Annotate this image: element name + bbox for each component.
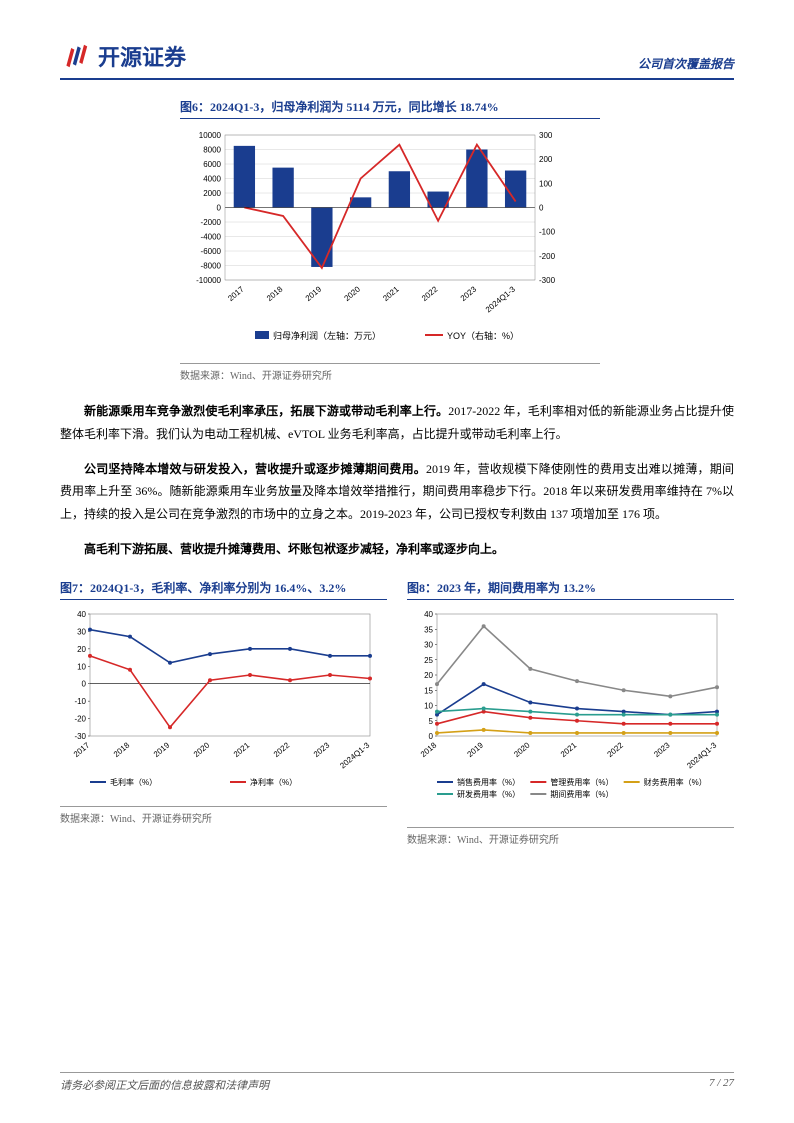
svg-text:4000: 4000 <box>203 175 221 184</box>
p1-bold: 新能源乘用车竞争激烈使毛利率承压，拓展下游或带动毛利率上行。 <box>84 404 448 418</box>
svg-text:YOY（右轴：%）: YOY（右轴：%） <box>447 330 519 341</box>
svg-text:8000: 8000 <box>203 146 221 155</box>
body-text: 新能源乘用车竞争激烈使毛利率承压，拓展下游或带动毛利率上行。2017-2022 … <box>60 400 734 561</box>
p3-bold: 高毛利下游拓展、营收提升摊薄费用、坏账包袱逐步减轻，净利率或逐步向上。 <box>84 542 504 556</box>
chart8-source: 数据来源：Wind、开源证券研究所 <box>407 827 734 846</box>
svg-text:2021: 2021 <box>381 284 401 303</box>
svg-text:2023: 2023 <box>312 740 332 759</box>
svg-text:2019: 2019 <box>466 740 486 759</box>
svg-text:10: 10 <box>77 662 86 671</box>
chart8-container: 图8：2023 年，期间费用率为 13.2% 0 5 10 15 20 25 30 35 40 2… <box>407 579 734 846</box>
svg-text:管理费用率（%）: 管理费用率（%） <box>550 777 613 787</box>
svg-text:40: 40 <box>424 610 433 619</box>
p2-bold: 公司坚持降本增效与研发投入，营收提升或逐步摊薄期间费用。 <box>84 462 426 476</box>
svg-text:-8000: -8000 <box>201 262 222 271</box>
paragraph-2: 公司坚持降本增效与研发投入，营收提升或逐步摊薄期间费用。2019 年，营收规模下… <box>60 458 734 526</box>
svg-text:2019: 2019 <box>304 284 324 303</box>
svg-text:2022: 2022 <box>272 740 292 759</box>
svg-text:100: 100 <box>539 179 553 188</box>
svg-text:-20: -20 <box>74 714 86 723</box>
svg-text:-4000: -4000 <box>201 233 222 242</box>
svg-text:2018: 2018 <box>265 284 285 303</box>
svg-text:2024Q1-3: 2024Q1-3 <box>484 284 517 314</box>
svg-text:10: 10 <box>424 701 433 710</box>
page-footer: 请务必参阅正文后面的信息披露和法律声明 7 / 27 <box>60 1072 734 1093</box>
bottom-charts-row: 图7：2024Q1-3，毛利率、净利率分别为 16.4%、3.2% -30 -20… <box>60 579 734 846</box>
paragraph-1: 新能源乘用车竞争激烈使毛利率承压，拓展下游或带动毛利率上行。2017-2022 … <box>60 400 734 446</box>
svg-text:-200: -200 <box>539 252 556 261</box>
svg-text:2020: 2020 <box>342 284 362 303</box>
svg-text:15: 15 <box>424 686 433 695</box>
svg-text:2021: 2021 <box>559 740 579 759</box>
svg-text:2017: 2017 <box>72 740 92 759</box>
svg-text:净利率（%）: 净利率（%） <box>250 777 297 787</box>
logo-icon <box>60 40 92 72</box>
svg-text:25: 25 <box>424 656 433 665</box>
footer-page: 7 / 27 <box>709 1077 734 1093</box>
svg-text:300: 300 <box>539 131 553 140</box>
svg-text:200: 200 <box>539 155 553 164</box>
chart7-source: 数据来源：Wind、开源证券研究所 <box>60 806 387 825</box>
svg-text:-300: -300 <box>539 276 556 285</box>
svg-text:财务费用率（%）: 财务费用率（%） <box>644 777 707 787</box>
svg-text:2017: 2017 <box>226 284 246 303</box>
svg-text:2024Q1-3: 2024Q1-3 <box>338 740 371 770</box>
chart6-title: 图6：2024Q1-3，归母净利润为 5114 万元，同比增长 18.74% <box>180 98 600 119</box>
svg-text:2000: 2000 <box>203 189 221 198</box>
svg-text:-6000: -6000 <box>201 247 222 256</box>
svg-text:30: 30 <box>424 640 433 649</box>
svg-text:0: 0 <box>539 204 544 213</box>
chart6-source: 数据来源：Wind、开源证券研究所 <box>180 363 600 382</box>
svg-text:35: 35 <box>424 625 433 634</box>
company-name: 开源证券 <box>98 40 186 72</box>
svg-text:2019: 2019 <box>152 740 172 759</box>
footer-disclaimer: 请务必参阅正文后面的信息披露和法律声明 <box>60 1077 269 1093</box>
company-logo: 开源证券 <box>60 40 186 72</box>
svg-text:-10000: -10000 <box>196 276 221 285</box>
svg-text:10000: 10000 <box>199 131 222 140</box>
svg-text:毛利率（%）: 毛利率（%） <box>110 777 157 787</box>
svg-text:2020: 2020 <box>192 740 212 759</box>
svg-text:2024Q1-3: 2024Q1-3 <box>685 740 718 770</box>
svg-text:期间费用率（%）: 期间费用率（%） <box>550 789 613 799</box>
svg-text:40: 40 <box>77 610 86 619</box>
svg-text:2022: 2022 <box>420 284 440 303</box>
svg-text:2023: 2023 <box>459 284 479 303</box>
chart8-svg: 0 5 10 15 20 25 30 35 40 2018 2019 2020 2021 2022 2023… <box>407 606 734 823</box>
chart8-title: 图8：2023 年，期间费用率为 13.2% <box>407 579 734 600</box>
svg-text:0: 0 <box>429 732 434 741</box>
svg-text:-30: -30 <box>74 732 86 741</box>
svg-text:2020: 2020 <box>512 740 532 759</box>
svg-text:归母净利润（左轴：万元）: 归母净利润（左轴：万元） <box>273 330 381 341</box>
chart7-title: 图7：2024Q1-3，毛利率、净利率分别为 16.4%、3.2% <box>60 579 387 600</box>
svg-text:20: 20 <box>77 645 86 654</box>
report-type: 公司首次覆盖报告 <box>638 55 734 72</box>
svg-text:20: 20 <box>424 671 433 680</box>
svg-text:30: 30 <box>77 627 86 636</box>
paragraph-3: 高毛利下游拓展、营收提升摊薄费用、坏账包袱逐步减轻，净利率或逐步向上。 <box>60 538 734 561</box>
svg-text:0: 0 <box>82 679 87 688</box>
svg-text:-2000: -2000 <box>201 218 222 227</box>
svg-text:-10: -10 <box>74 697 86 706</box>
svg-text:2018: 2018 <box>112 740 132 759</box>
page-header: 开源证券 公司首次覆盖报告 <box>60 40 734 80</box>
svg-text:6000: 6000 <box>203 160 221 169</box>
chart7-container: 图7：2024Q1-3，毛利率、净利率分别为 16.4%、3.2% -30 -20… <box>60 579 387 846</box>
svg-text:研发费用率（%）: 研发费用率（%） <box>457 789 520 799</box>
svg-text:2023: 2023 <box>652 740 672 759</box>
chart6-container: 图6：2024Q1-3，归母净利润为 5114 万元，同比增长 18.74% -… <box>180 98 600 382</box>
svg-text:销售费用率（%）: 销售费用率（%） <box>457 777 520 787</box>
svg-text:2022: 2022 <box>606 740 626 759</box>
chart7-svg: -30 -20 -10 0 10 20 30 40 2017 2018 2019 2020 2021 20… <box>60 606 387 802</box>
svg-text:0: 0 <box>217 204 222 213</box>
chart6-svg: -10000-8000-6000-4000-200002000400060008… <box>180 125 600 359</box>
svg-text:2021: 2021 <box>232 740 252 759</box>
svg-text:5: 5 <box>429 717 434 726</box>
svg-text:-100: -100 <box>539 228 556 237</box>
svg-text:2018: 2018 <box>419 740 439 759</box>
